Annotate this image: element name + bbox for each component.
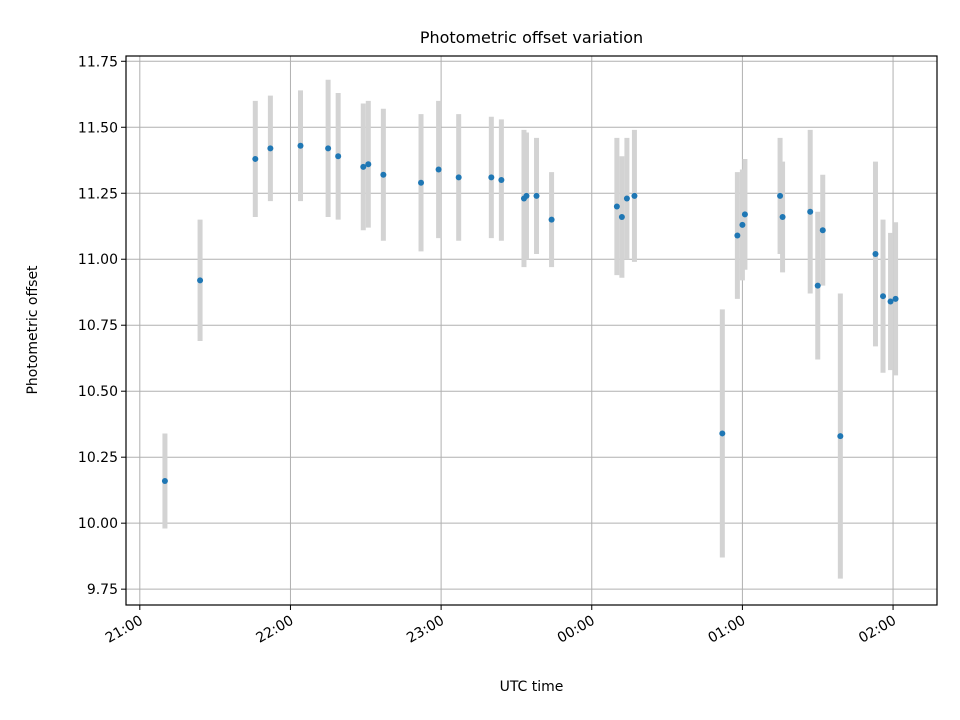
chart-title: Photometric offset variation [420, 28, 643, 47]
data-point [418, 179, 425, 186]
data-point [267, 145, 274, 152]
data-point [734, 232, 741, 239]
data-point [872, 250, 879, 257]
x-tick-label: 23:00 [404, 613, 447, 647]
y-tick-label: 11.25 [78, 186, 118, 202]
y-tick-label: 11.75 [78, 54, 118, 70]
data-point [837, 433, 844, 440]
data-point [807, 208, 814, 215]
data-point [892, 295, 899, 302]
data-point [252, 155, 259, 162]
data-point [325, 145, 332, 152]
data-point [613, 203, 620, 210]
x-axis-label: UTC time [500, 679, 564, 695]
data-point [197, 277, 204, 284]
y-axis-label: Photometric offset [25, 265, 41, 395]
data-point [380, 171, 387, 178]
data-point [161, 477, 168, 484]
data-point [297, 142, 304, 149]
plot-frame [125, 55, 938, 606]
y-tick-label: 10.75 [78, 318, 118, 334]
x-tick-label: 21:00 [103, 613, 146, 647]
x-tick-label: 22:00 [254, 613, 297, 647]
y-tick-label: 11.00 [78, 252, 118, 268]
data-point [488, 174, 495, 181]
data-point [523, 192, 530, 199]
y-tick-label: 10.50 [78, 384, 118, 400]
data-point [819, 227, 826, 234]
data-point [498, 177, 505, 184]
data-point [880, 293, 887, 300]
y-tick-label: 9.75 [87, 582, 118, 598]
x-tick-label: 01:00 [705, 613, 748, 647]
data-point [719, 430, 726, 437]
data-point [435, 166, 442, 173]
y-tick-label: 10.00 [78, 516, 118, 532]
data-point [779, 214, 786, 221]
data-point [618, 214, 625, 221]
data-point [360, 163, 367, 170]
data-point [777, 192, 784, 199]
data-point [533, 192, 540, 199]
grid-layer [126, 56, 937, 605]
errorbar-layer [162, 79, 899, 579]
data-point [739, 221, 746, 228]
data-point [335, 153, 342, 160]
x-tick-label: 00:00 [555, 613, 598, 647]
data-point [814, 282, 821, 289]
x-tick-label: 02:00 [856, 613, 899, 647]
point-layer [161, 142, 899, 484]
data-point [631, 192, 638, 199]
tick-layer: 9.75 10.00 10.25 10.50 10.75 11.00 11.25 11.50 1… [78, 54, 899, 646]
data-point [455, 174, 462, 181]
data-point [623, 195, 630, 202]
data-point [548, 216, 555, 223]
data-point [887, 298, 894, 305]
data-point [741, 211, 748, 218]
y-tick-label: 10.25 [78, 450, 118, 466]
data-point [365, 161, 372, 168]
y-tick-label: 11.50 [78, 120, 118, 136]
